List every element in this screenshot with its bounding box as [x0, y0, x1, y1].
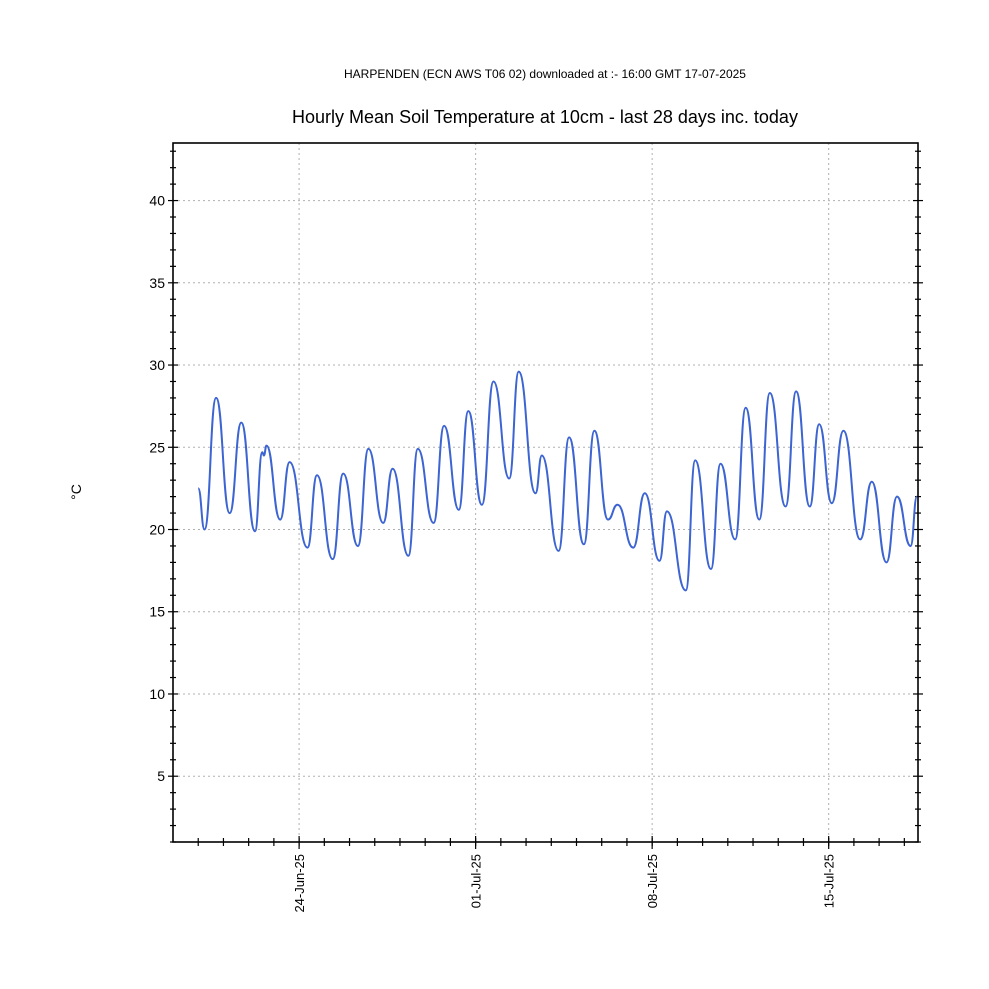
series-line	[197, 370, 918, 592]
y-tick-label: 25	[149, 439, 165, 455]
y-axis-label: °C	[68, 484, 84, 500]
y-tick-label: 35	[149, 275, 165, 291]
y-tick-label: 5	[157, 768, 165, 784]
x-tick-label: 08-Jul-25	[645, 854, 660, 908]
x-tick-label: 01-Jul-25	[469, 854, 484, 908]
grid-layer	[173, 143, 918, 842]
y-tick-label: 40	[149, 193, 165, 209]
plot-frame	[172, 142, 919, 843]
y-tick-label: 20	[149, 522, 165, 538]
y-tick-label: 30	[149, 357, 165, 373]
series-layer	[197, 370, 918, 592]
chart-subtitle: HARPENDEN (ECN AWS T06 02) downloaded at…	[344, 67, 746, 81]
tick-label-layer: 5 10 15 20 25 30 35 40 24-Jun-25 01-Jul-25 08-Jul-…	[149, 193, 836, 913]
x-tick-label: 15-Jul-25	[822, 854, 837, 908]
x-tick-label: 24-Jun-25	[292, 854, 307, 913]
y-tick-label: 15	[149, 604, 165, 620]
chart-title: Hourly Mean Soil Temperature at 10cm - l…	[292, 107, 798, 127]
y-tick-label: 10	[149, 686, 165, 702]
tick-layer	[168, 150, 923, 849]
